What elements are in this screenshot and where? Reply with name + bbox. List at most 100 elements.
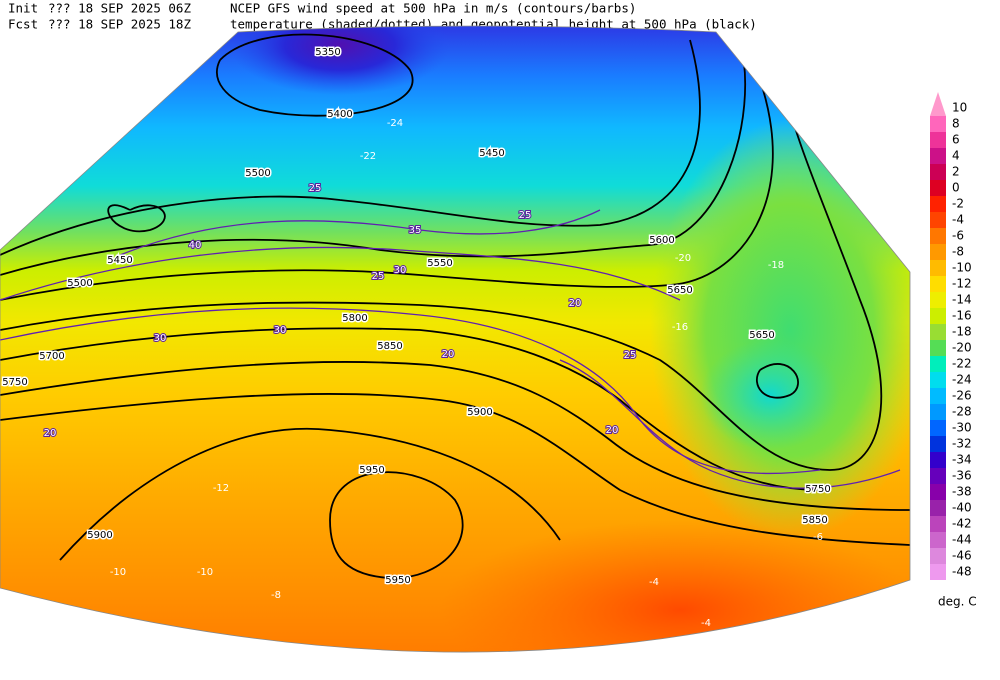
height-label: 5750 — [805, 484, 830, 495]
fcst-run: ??? 18 SEP 2025 18Z — [48, 17, 191, 32]
height-label: 5750 — [2, 377, 27, 388]
height-label: 5650 — [667, 285, 692, 296]
temperature-label: -4 — [701, 618, 711, 629]
legend-label: -38 — [952, 485, 972, 499]
height-label: 5700 — [39, 351, 64, 362]
temperature-label: -12 — [213, 483, 229, 494]
legend-label: -16 — [952, 309, 972, 323]
init-label: Init — [8, 1, 38, 16]
legend-label: -48 — [952, 565, 972, 579]
legend-swatch — [930, 164, 946, 180]
legend-label: -28 — [952, 405, 972, 419]
temperature-label: -24 — [387, 118, 403, 129]
temperature-label: -10 — [110, 567, 126, 578]
temperature-label: -8 — [271, 590, 281, 601]
height-label: 5800 — [342, 313, 367, 324]
height-label: 5400 — [327, 109, 352, 120]
height-label: 5600 — [649, 235, 674, 246]
legend-swatch — [930, 484, 946, 500]
legend-swatch — [930, 436, 946, 452]
legend-swatch — [930, 452, 946, 468]
legend-label: 6 — [952, 133, 960, 147]
legend-label: 8 — [952, 117, 960, 131]
wind-label: 20 — [569, 298, 582, 309]
map-area — [0, 26, 910, 653]
height-label: 5450 — [479, 148, 504, 159]
wind-label: 25 — [519, 210, 532, 221]
legend-label: -30 — [952, 421, 972, 435]
legend-swatch — [930, 244, 946, 260]
temperature-label: -20 — [675, 253, 691, 264]
legend-swatch — [930, 132, 946, 148]
legend-swatch — [930, 92, 946, 116]
legend-label: -40 — [952, 501, 972, 515]
wind-label: 30 — [394, 265, 407, 276]
height-label: 5650 — [749, 330, 774, 341]
legend-swatch — [930, 148, 946, 164]
height-label: 5550 — [427, 258, 452, 269]
legend-swatch — [930, 372, 946, 388]
legend-label: -34 — [952, 453, 972, 467]
temperature-label: -18 — [768, 260, 784, 271]
cold-region — [650, 120, 910, 540]
height-label: 5450 — [107, 255, 132, 266]
legend-swatch — [930, 196, 946, 212]
legend-label: -22 — [952, 357, 972, 371]
wind-label: 20 — [442, 349, 455, 360]
legend-label: 4 — [952, 149, 960, 163]
legend-swatch — [930, 324, 946, 340]
legend-swatch — [930, 564, 946, 580]
legend-swatch — [930, 356, 946, 372]
map-border — [0, 25, 911, 653]
temperature-label: -16 — [672, 322, 688, 333]
height-label: 5350 — [315, 47, 340, 58]
wind-label: 40 — [189, 240, 202, 251]
legend-swatch — [930, 388, 946, 404]
wind-label: 25 — [372, 271, 385, 282]
wind-label: 30 — [274, 325, 287, 336]
height-label: 5850 — [377, 341, 402, 352]
cold-core — [700, 340, 840, 450]
legend-label: 10 — [952, 101, 967, 115]
legend-label: -46 — [952, 549, 972, 563]
legend-swatch — [930, 516, 946, 532]
legend-label: -36 — [952, 469, 972, 483]
wind-label: 20 — [606, 425, 619, 436]
height-contours — [0, 33, 910, 579]
wind-label: 35 — [409, 225, 422, 236]
legend-swatch — [930, 420, 946, 436]
height-label: 5950 — [385, 575, 410, 586]
legend-label: -2 — [952, 197, 964, 211]
legend-label: -10 — [952, 261, 972, 275]
legend-swatch — [930, 532, 946, 548]
legend-swatch — [930, 116, 946, 132]
legend-label: -20 — [952, 341, 972, 355]
legend-swatch — [930, 212, 946, 228]
height-label: 5850 — [802, 515, 827, 526]
legend-label: -8 — [952, 245, 964, 259]
legend-swatch — [930, 228, 946, 244]
wind-label: 25 — [309, 183, 322, 194]
height-label: 5900 — [87, 530, 112, 541]
wind-label: 20 — [44, 428, 57, 439]
title-line: NCEP GFS wind speed at 500 hPa in m/s (c… — [230, 1, 636, 16]
legend-swatch — [930, 260, 946, 276]
legend-label: -14 — [952, 293, 972, 307]
height-label: 5950 — [359, 465, 384, 476]
wind-label: 25 — [624, 350, 637, 361]
temperature-label: -4 — [649, 577, 659, 588]
wind-label: 30 — [154, 333, 167, 344]
legend-swatch — [930, 180, 946, 196]
legend-swatch — [930, 404, 946, 420]
legend-label: -4 — [952, 213, 964, 227]
legend-swatch — [930, 468, 946, 484]
legend-label: -12 — [952, 277, 972, 291]
legend-swatch — [930, 276, 946, 292]
legend-label: -42 — [952, 517, 972, 531]
colorbar-unit: deg. C — [938, 595, 977, 609]
fcst-label: Fcst — [8, 17, 38, 32]
legend-swatch — [930, 500, 946, 516]
legend-swatch — [930, 340, 946, 356]
legend-label: -18 — [952, 325, 972, 339]
legend-label: 2 — [952, 165, 960, 179]
